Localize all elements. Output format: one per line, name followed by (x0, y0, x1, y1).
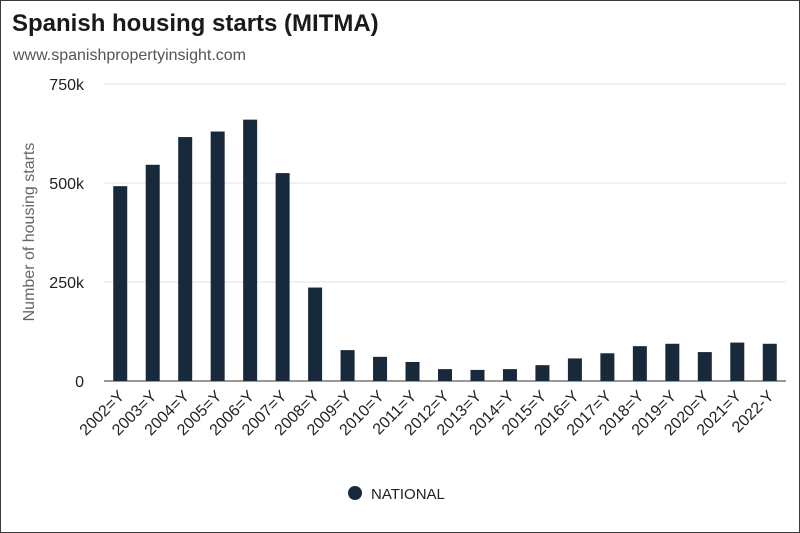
legend-label: NATIONAL (371, 486, 445, 503)
bar (405, 361, 420, 381)
bars (113, 119, 777, 381)
y-tick-label: 0 (75, 374, 84, 391)
legend: NATIONAL (348, 486, 445, 503)
bar (730, 342, 745, 381)
bar (632, 346, 647, 381)
bar (113, 186, 128, 381)
bar (438, 369, 452, 381)
bar (665, 343, 680, 381)
bar (145, 164, 160, 381)
legend-marker (348, 486, 362, 500)
bar (373, 356, 388, 381)
y-tick-label: 500k (49, 176, 85, 193)
bar (340, 350, 355, 381)
chart-subtitle: www.spanishpropertyinsight.com (13, 47, 246, 64)
y-axis-label: Number of housing starts (21, 143, 38, 322)
gridlines (104, 83, 786, 382)
bar (502, 369, 517, 381)
bar (762, 343, 777, 381)
bar (243, 119, 258, 381)
bar (210, 131, 225, 381)
bar (308, 287, 323, 381)
bar (567, 358, 582, 381)
y-tick-label: 250k (49, 275, 85, 292)
bar (275, 173, 290, 381)
y-axis-ticks: 0 250k 500k 750k (49, 77, 85, 391)
bar (470, 369, 485, 381)
bar (697, 352, 712, 381)
bar (178, 137, 193, 381)
x-axis-ticks: 2002=Y2003=Y2004=Y2005=Y2006=Y2007=Y2008… (77, 388, 778, 440)
bar (600, 353, 615, 381)
bar (535, 365, 550, 381)
chart-title: Spanish housing starts (MITMA) (12, 10, 379, 37)
y-tick-label: 750k (49, 77, 85, 94)
